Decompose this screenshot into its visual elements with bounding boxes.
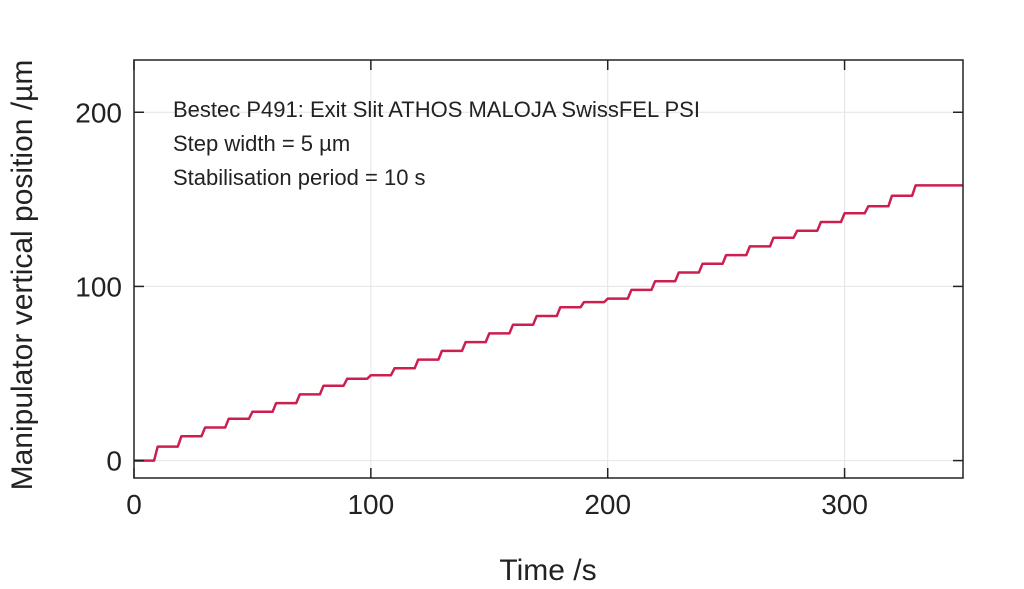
annotation-block: Bestec P491: Exit Slit ATHOS MALOJA Swis… [173,97,700,190]
annotation-line-2: Step width = 5 µm [173,131,350,156]
x-axis-title: Time /s [499,554,596,587]
axis-ticks: 0 100 200 300 0 100 200 [75,60,963,520]
x-tick-label: 200 [584,489,631,520]
y-tick-label: 200 [75,97,122,128]
x-tick-label: 0 [126,489,142,520]
series-group [134,184,963,462]
grid-lines [134,60,963,478]
annotation-line-1: Bestec P491: Exit Slit ATHOS MALOJA Swis… [173,97,700,122]
series-line-0 [134,184,963,462]
plot-frame [133,59,964,479]
y-tick-label: 100 [75,271,122,302]
y-tick-label: 0 [106,446,122,477]
x-tick-label: 300 [821,489,868,520]
y-axis-title: Manipulator vertical position /µm [6,60,39,491]
x-tick-label: 100 [347,489,394,520]
annotation-line-3: Stabilisation period = 10 s [173,165,426,190]
